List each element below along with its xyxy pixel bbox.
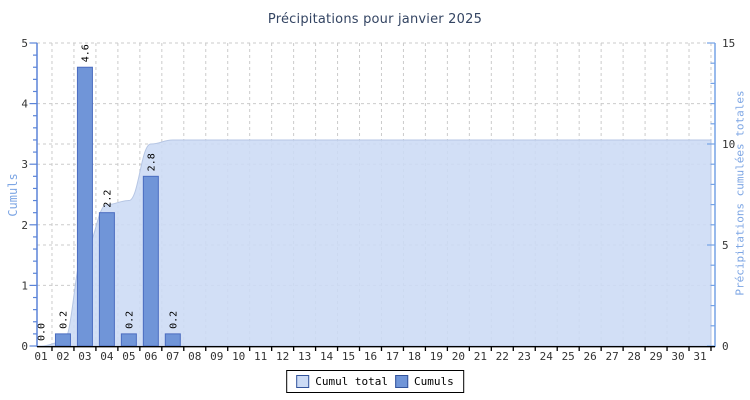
x-tick-label: 16	[364, 350, 377, 363]
svg-text:5: 5	[722, 239, 729, 252]
svg-text:5: 5	[21, 37, 28, 50]
bar-value-label: 0.0	[37, 323, 48, 341]
legend-entry-cumuls: Cumuls	[395, 375, 454, 388]
bar-day-07	[164, 333, 181, 347]
svg-text:1: 1	[21, 279, 28, 292]
x-tick-label: 05	[122, 350, 135, 363]
y-right-axis	[707, 42, 716, 347]
bar-day-06	[142, 175, 159, 347]
x-tick-label: 07	[166, 350, 179, 363]
x-tick-label: 29	[649, 350, 662, 363]
x-tick-labels: 01 02 03 04 05 06 07 08 09 10 11 12 13 14 15 16 17 18 19 20…	[34, 350, 706, 363]
legend-label-cumuls: Cumuls	[414, 375, 454, 388]
svg-text:0: 0	[21, 340, 28, 353]
x-tick-label: 30	[671, 350, 684, 363]
x-tick-label: 01	[34, 350, 47, 363]
cumul-total-area	[37, 139, 712, 347]
x-axis	[37, 346, 715, 351]
x-tick-label: 19	[430, 350, 443, 363]
cumul-total-swatch-icon	[296, 375, 310, 388]
x-tick-label: 10	[232, 350, 245, 363]
x-tick-label: 18	[408, 350, 421, 363]
x-tick-label: 27	[606, 350, 619, 363]
x-tick-label: 20	[452, 350, 465, 363]
chart-title: Précipitations pour janvier 2025	[267, 12, 483, 27]
y-left-axis	[29, 42, 38, 347]
svg-text:10: 10	[722, 138, 735, 151]
x-tick-label: 04	[100, 350, 114, 363]
cumuls-bars	[54, 66, 181, 347]
bar-value-label: 0.2	[124, 311, 135, 329]
x-tick-label: 15	[342, 350, 355, 363]
svg-text:15: 15	[722, 37, 735, 50]
x-tick-label: 21	[474, 350, 487, 363]
svg-text:0: 0	[722, 340, 729, 353]
x-tick-label: 23	[518, 350, 531, 363]
x-tick-label: 09	[210, 350, 223, 363]
x-tick-label: 13	[298, 350, 311, 363]
bar-day-02	[54, 333, 71, 347]
y-right-tick-labels: 0 5 10 15	[722, 37, 735, 353]
svg-text:3: 3	[21, 158, 28, 171]
svg-text:4: 4	[21, 98, 28, 111]
x-tick-label: 22	[496, 350, 509, 363]
x-tick-label: 31	[693, 350, 706, 363]
bar-value-label: 0.2	[168, 311, 179, 329]
x-tick-label: 08	[188, 350, 201, 363]
x-tick-label: 14	[320, 350, 334, 363]
x-tick-label: 11	[254, 350, 267, 363]
y-left-tick-labels: 0 1 2 3 4 5	[21, 37, 28, 353]
x-tick-label: 12	[276, 350, 289, 363]
legend-entry-cumul-total: Cumul total	[296, 375, 388, 388]
legend-label-cumul-total: Cumul total	[315, 375, 389, 388]
x-tick-label: 17	[386, 350, 399, 363]
legend: Cumul total Cumuls	[286, 370, 464, 393]
bar-value-label: 4.6	[80, 44, 91, 62]
x-tick-label: 25	[562, 350, 575, 363]
bar-day-05	[120, 333, 137, 347]
x-tick-label: 26	[584, 350, 597, 363]
x-tick-label: 03	[78, 350, 91, 363]
bar-value-label: 2.8	[146, 153, 157, 171]
bar-day-03	[76, 66, 93, 347]
bar-day-04	[98, 212, 115, 347]
bar-value-label: 0.2	[58, 311, 69, 329]
cumuls-swatch-icon	[395, 375, 409, 388]
x-tick-label: 28	[627, 350, 640, 363]
x-tick-label: 06	[144, 350, 157, 363]
bar-value-labels: 0.0 0.2 4.6 2.2 0.2 2.8 0.2	[37, 44, 180, 341]
x-tick-label: 24	[540, 350, 554, 363]
x-tick-label: 02	[56, 350, 69, 363]
svg-text:2: 2	[21, 219, 28, 232]
bar-value-label: 2.2	[102, 190, 113, 208]
